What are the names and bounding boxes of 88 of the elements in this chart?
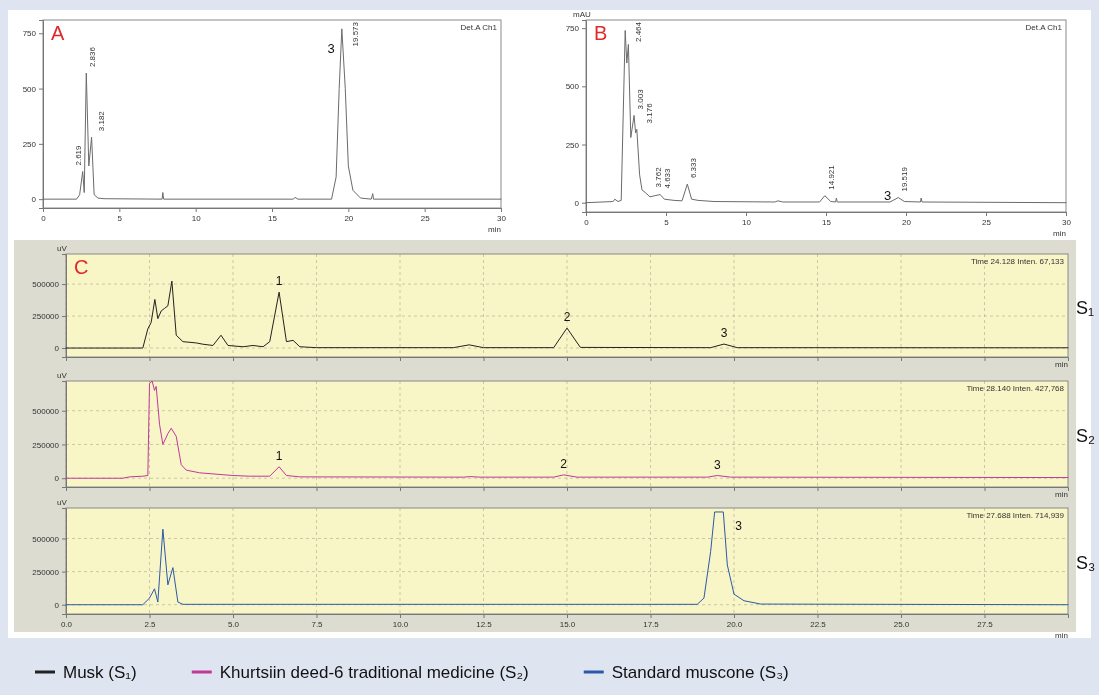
annotation: 1 bbox=[275, 274, 283, 289]
x-tick-label: 30 bbox=[497, 213, 507, 223]
x-tick-label: 15.0 bbox=[559, 619, 576, 629]
x-tick-label: 0.0 bbox=[60, 619, 73, 629]
y-tick-label: 500000 bbox=[32, 406, 60, 416]
y-tick-label: 500 bbox=[22, 84, 37, 94]
annotation: 3 bbox=[720, 326, 728, 341]
annotation: 1 bbox=[275, 448, 283, 463]
x-axis-title: min bbox=[1055, 360, 1068, 369]
annotation: 3 bbox=[713, 457, 721, 472]
line-series bbox=[65, 380, 1069, 479]
y-axis-title: uV bbox=[57, 244, 68, 253]
x-tick-label: 5 bbox=[117, 213, 123, 223]
y-tick-label: 0 bbox=[31, 195, 37, 205]
annotation: 2.619 bbox=[73, 144, 83, 166]
annotation: 19.573 bbox=[350, 21, 360, 47]
x-tick-label: 10 bbox=[191, 213, 202, 223]
chart-title: C bbox=[74, 256, 89, 278]
legend-label: Standard muscone (S₃) bbox=[611, 663, 789, 682]
x-axis-title: min bbox=[1053, 229, 1066, 238]
y-axis-title: uV bbox=[57, 498, 68, 507]
x-tick-label: 15 bbox=[822, 217, 832, 227]
y-axis-title: uV bbox=[57, 371, 68, 380]
x-axis-title: min bbox=[1055, 631, 1068, 640]
y-tick-label: 0 bbox=[574, 198, 580, 208]
x-tick-label: 17.5 bbox=[643, 619, 660, 629]
annotation: Time 28.140 Inten. 427,768 bbox=[966, 384, 1065, 393]
annotation: 2.464 bbox=[634, 21, 644, 43]
y-tick-label: 0 bbox=[54, 600, 60, 610]
x-tick-label: 12.5 bbox=[476, 619, 493, 629]
annotation: Time 27.688 Inten. 714,939 bbox=[966, 511, 1065, 520]
x-tick-label: 20 bbox=[344, 213, 354, 223]
annotation: 2 bbox=[560, 456, 568, 471]
x-tick-label: 22.5 bbox=[810, 619, 827, 629]
annotation: 3 bbox=[735, 518, 743, 533]
annotation: 4.633 bbox=[663, 167, 673, 189]
x-tick-label: 25 bbox=[420, 213, 431, 223]
legend-label: Khurtsiin deed-6 traditional medicine (S₂) bbox=[219, 663, 529, 682]
annotation: 6.333 bbox=[689, 157, 699, 179]
text: S₃ bbox=[1076, 553, 1096, 573]
y-tick-label: 500000 bbox=[32, 534, 60, 544]
annotation: Time 24.128 Inten. 67,133 bbox=[970, 257, 1065, 266]
legend-label: Musk (S₁) bbox=[63, 663, 137, 682]
y-axis-title: mAU bbox=[573, 10, 592, 19]
x-tick-label: 20 bbox=[902, 217, 912, 227]
annotation: 3.003 bbox=[636, 88, 646, 110]
annotation: 3.182 bbox=[97, 110, 107, 132]
chart-title: A bbox=[51, 22, 65, 44]
x-tick-label: 5 bbox=[664, 217, 670, 227]
x-tick-label: 25 bbox=[982, 217, 992, 227]
y-tick-label: 0 bbox=[54, 474, 60, 484]
x-tick-label: 25.0 bbox=[893, 619, 910, 629]
line-series bbox=[65, 511, 1069, 606]
annotation: 3.176 bbox=[645, 102, 655, 124]
y-tick-label: 500 bbox=[565, 82, 580, 92]
x-tick-label: 27.5 bbox=[977, 619, 994, 629]
y-tick-label: 250 bbox=[565, 140, 580, 150]
x-tick-label: 15 bbox=[268, 213, 278, 223]
annotation: 14.921 bbox=[826, 164, 836, 190]
annotation: 2 bbox=[563, 310, 571, 325]
x-tick-label: 30 bbox=[1062, 217, 1072, 227]
x-tick-label: 5.0 bbox=[227, 619, 240, 629]
chart-title: B bbox=[594, 22, 608, 44]
x-axis-title: min bbox=[1055, 490, 1068, 499]
x-tick-label: 2.5 bbox=[144, 619, 157, 629]
x-tick-label: 10 bbox=[742, 217, 752, 227]
y-tick-label: 500000 bbox=[32, 280, 60, 290]
annotation: 3.762 bbox=[654, 166, 664, 188]
y-tick-label: 250000 bbox=[32, 312, 60, 322]
text: S₁ bbox=[1076, 297, 1095, 318]
x-tick-label: 0 bbox=[584, 217, 590, 227]
y-tick-label: 250000 bbox=[32, 440, 60, 450]
x-tick-label: 7.5 bbox=[311, 619, 324, 629]
y-tick-label: 250 bbox=[22, 139, 37, 149]
y-tick-label: 750 bbox=[565, 24, 580, 34]
annotation: Det.A Ch1 bbox=[460, 23, 498, 32]
x-tick-label: 20.0 bbox=[726, 619, 743, 629]
annotation: 19.519 bbox=[900, 166, 910, 192]
y-tick-label: 0 bbox=[54, 344, 60, 354]
y-tick-label: 750 bbox=[22, 29, 37, 39]
annotation: 2.836 bbox=[88, 46, 98, 68]
annotation: Det.A Ch1 bbox=[1025, 23, 1063, 32]
y-tick-label: 250000 bbox=[32, 567, 60, 577]
x-tick-label: 10.0 bbox=[392, 619, 409, 629]
annotation: 3 bbox=[884, 187, 892, 203]
x-axis-title: min bbox=[488, 225, 501, 234]
annotation: 3 bbox=[327, 40, 335, 56]
text: S₂ bbox=[1076, 426, 1096, 446]
